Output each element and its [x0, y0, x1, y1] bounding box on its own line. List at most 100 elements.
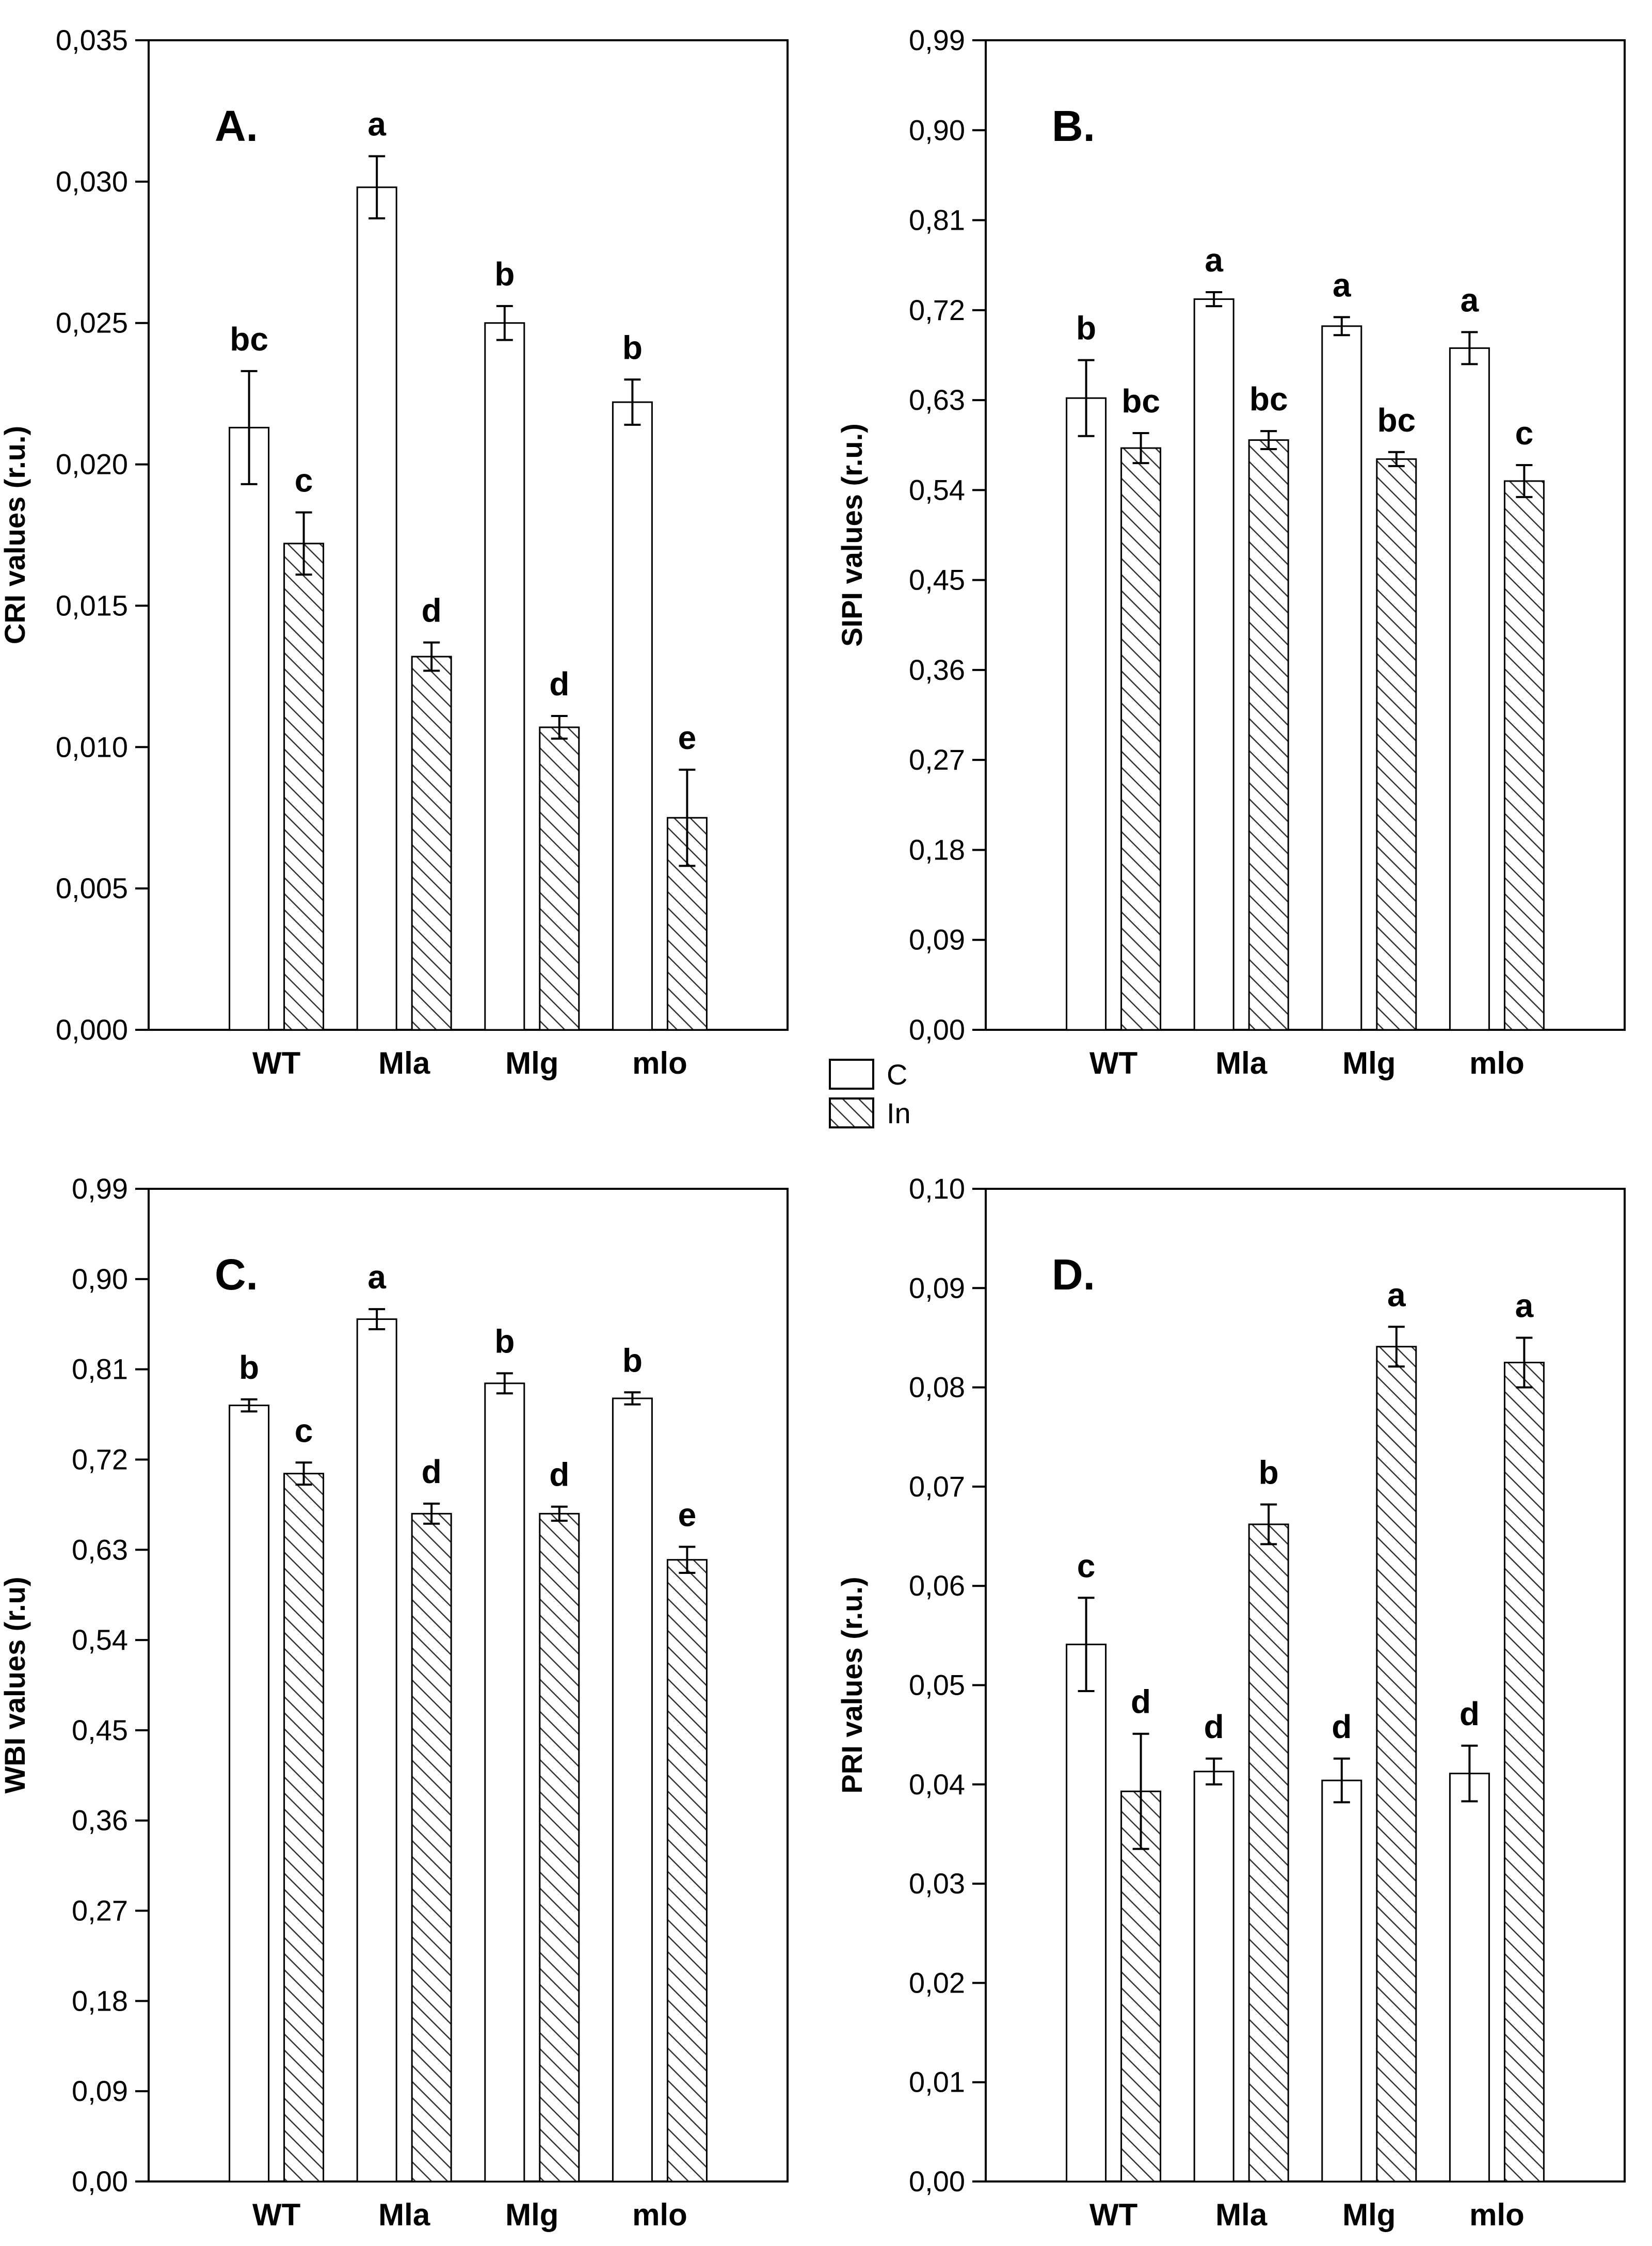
significance-label: a [1461, 281, 1479, 318]
bar-control [1193, 1771, 1234, 2183]
y-tick-label: 0,07 [909, 1470, 965, 1503]
bar-control [1066, 1644, 1107, 2183]
y-tick-label: 0,05 [909, 1669, 965, 1701]
significance-label: b [622, 329, 643, 366]
y-tick-label: 0,000 [56, 1013, 128, 1046]
significance-label: d [549, 665, 569, 703]
y-tick-label: 0,99 [72, 1172, 128, 1205]
x-category-label: Mla [378, 1046, 430, 1080]
bar-control [484, 1382, 525, 2183]
y-tick-label: 0,02 [909, 1966, 965, 1999]
bar-control [229, 426, 270, 1031]
x-category-label: Mla [1215, 2197, 1268, 2232]
y-axis-title: CRI values (r.u.) [0, 426, 31, 644]
significance-label: a [367, 106, 386, 143]
significance-label: a [367, 1259, 386, 1296]
significance-label: a [1205, 242, 1223, 279]
y-tick-label: 0,06 [909, 1569, 965, 1602]
y-tick-label: 0,81 [72, 1353, 128, 1385]
y-tick-label: 0,63 [72, 1533, 128, 1566]
y-tick-label: 0,00 [909, 2165, 965, 2197]
x-category-label: Mla [1215, 1046, 1268, 1080]
significance-label: b [1259, 1454, 1279, 1491]
plot-frame [148, 1188, 789, 2183]
significance-label: d [1204, 1708, 1224, 1745]
significance-label: a [1333, 266, 1351, 304]
chart-panel-2: 0,00 0,09 0,18 0,27 0,36 0,45 0,54 0,63 0,72 0,81… [0, 1172, 789, 2232]
significance-label: bc [1121, 383, 1160, 420]
panel-label: A. [215, 102, 258, 150]
y-tick-label: 0,01 [909, 2066, 965, 2098]
bar-infected [283, 543, 325, 1031]
y-tick-label: 0,09 [909, 923, 965, 956]
significance-label: a [1515, 1287, 1534, 1324]
y-tick-label: 0,00 [72, 2165, 128, 2197]
significance-label: d [1332, 1708, 1352, 1745]
significance-label: d [549, 1456, 569, 1493]
y-axis-title: WBI values (r.u) [0, 1576, 31, 1793]
x-category-label: Mlg [1342, 2197, 1396, 2232]
bar-control [1321, 1779, 1362, 2183]
y-tick-label: 0,45 [909, 564, 965, 596]
legend-swatch-infected [829, 1097, 874, 1128]
bar-control [1449, 1773, 1490, 2183]
significance-label: c [1077, 1547, 1096, 1584]
significance-label: d [422, 1453, 442, 1490]
y-tick-label: 0,72 [72, 1443, 128, 1475]
y-tick-label: 0,27 [909, 743, 965, 776]
significance-label: b [494, 1323, 515, 1360]
significance-label: c [1515, 415, 1534, 452]
x-category-label: Mla [378, 2197, 430, 2232]
x-category-label: mlo [1469, 1046, 1525, 1080]
bar-control [1066, 397, 1107, 1031]
x-category-label: mlo [632, 1046, 687, 1080]
panel-label: D. [1052, 1250, 1095, 1299]
y-tick-label: 0,030 [56, 165, 128, 198]
legend: C In [829, 1058, 911, 1129]
legend-label-control: C [887, 1058, 907, 1091]
chart-panels: 0,000 0,005 0,010 0,015 0,020 0,025 0,030 0,035… [0, 24, 1626, 2232]
x-category-label: mlo [1469, 2197, 1525, 2232]
bar-infected [539, 726, 580, 1031]
significance-label: b [1076, 310, 1096, 347]
x-category-label: Mlg [505, 2197, 558, 2232]
y-tick-label: 0,99 [909, 24, 965, 56]
significance-label: d [1131, 1683, 1151, 1721]
bar-infected [539, 1512, 580, 2183]
x-category-label: Mlg [505, 1046, 558, 1080]
significance-label: b [239, 1349, 259, 1386]
bar-infected [1248, 1523, 1289, 2183]
y-tick-label: 0,36 [909, 654, 965, 686]
bar-control [356, 186, 397, 1031]
y-axis-title: PRI values (r.u.) [836, 1576, 868, 1793]
y-tick-label: 0,035 [56, 24, 128, 56]
bar-infected [1503, 480, 1545, 1031]
y-tick-label: 0,63 [909, 384, 965, 416]
bar-control [1449, 347, 1490, 1031]
y-tick-label: 0,015 [56, 589, 128, 622]
chart-panel-3: 0,00 0,01 0,02 0,03 0,04 0,05 0,06 0,07 0,08 0,09… [836, 1172, 1626, 2232]
y-tick-label: 0,72 [909, 294, 965, 326]
legend-swatch-control [829, 1059, 874, 1090]
y-axis-title: SIPI values (r.u.) [836, 423, 868, 647]
x-category-label: Mlg [1342, 1046, 1396, 1080]
y-tick-label: 0,81 [909, 204, 965, 236]
significance-label: b [494, 256, 515, 293]
significance-label: b [622, 1342, 643, 1379]
y-tick-label: 0,90 [909, 114, 965, 146]
y-tick-label: 0,00 [909, 1013, 965, 1046]
panel-label: C. [215, 1250, 258, 1299]
significance-label: e [678, 1496, 697, 1533]
significance-label: c [295, 1412, 313, 1449]
legend-label-infected: In [887, 1097, 911, 1129]
y-tick-label: 0,10 [909, 1172, 965, 1205]
bar-control [484, 322, 525, 1031]
significance-label: bc [230, 321, 268, 358]
significance-label: e [678, 719, 697, 756]
bar-infected [283, 1473, 325, 2183]
bar-control [612, 1397, 653, 2183]
bar-control [229, 1405, 270, 2183]
y-tick-label: 0,08 [909, 1371, 965, 1404]
significance-label: d [422, 592, 442, 629]
